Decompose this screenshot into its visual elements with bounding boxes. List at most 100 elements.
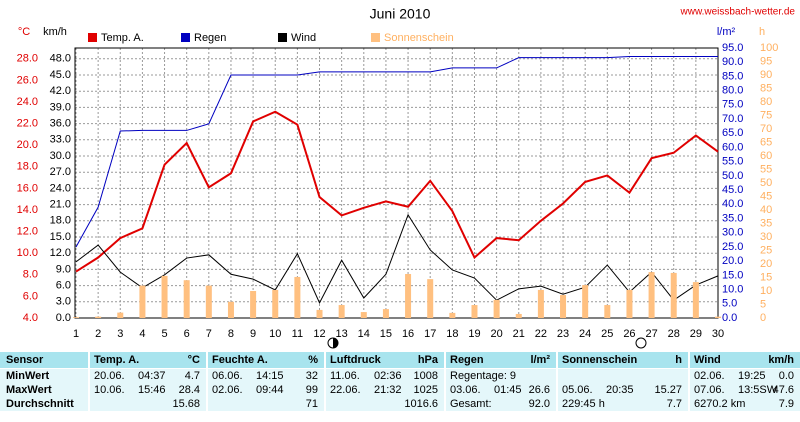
body-cell [90, 369, 206, 383]
y-tick-label: 14.0 [17, 204, 38, 216]
bar [272, 289, 279, 318]
cell-time: 19:25 [738, 370, 766, 382]
bar [626, 289, 633, 318]
body-cell [558, 369, 688, 383]
bar [537, 289, 544, 318]
body-cell [208, 397, 324, 411]
x-tick-label: 15 [380, 328, 392, 340]
body-cell [208, 383, 324, 397]
y-tick-label: 30 [760, 231, 772, 243]
cell-date: 02.06. [694, 370, 725, 382]
y-tick-label: 20.0 [17, 139, 38, 151]
x-tick-label: 17 [424, 328, 436, 340]
y-tick-label: 70.0 [722, 113, 743, 125]
y-tick-label: 4.0 [23, 312, 38, 324]
header-unit: hPa [417, 354, 438, 366]
bar [183, 280, 190, 318]
x-tick-label: 25 [601, 328, 613, 340]
x-tick-label: 29 [690, 328, 702, 340]
header-text: Regen [450, 354, 484, 366]
y-tick-label: 85.0 [722, 70, 743, 82]
cell-value: 7.9 [778, 398, 794, 410]
header-cell [326, 352, 444, 368]
row-label: MaxWert [6, 384, 52, 396]
cell-text: 1016.6 [404, 398, 438, 410]
bar [405, 273, 412, 318]
y-tick-label: 33.0 [50, 134, 71, 146]
y-tick-label: 30.0 [722, 227, 743, 239]
cell-date: 07.06. [694, 384, 725, 396]
cell-time: 09:44 [256, 384, 284, 396]
y-tick-label: 35.0 [722, 212, 743, 224]
legend-swatch [278, 33, 287, 42]
cell-value: 15.27 [654, 384, 682, 396]
row-label: MinWert [6, 370, 50, 382]
body-cell [690, 397, 800, 411]
y-tick-label: 75 [760, 109, 772, 121]
y-tick-label: 5 [760, 298, 766, 310]
y-tick-label: 16.0 [17, 182, 38, 194]
header-cell [90, 352, 206, 368]
y-tick-label: 60 [760, 150, 772, 162]
line [75, 213, 719, 305]
bar [582, 285, 589, 318]
x-tick-label: 10 [269, 328, 281, 340]
bar [560, 295, 567, 318]
y-tick-label: 85 [760, 82, 772, 94]
y-tick-label: 95 [760, 55, 772, 67]
bar [648, 272, 655, 318]
legend-label: Regen [194, 32, 226, 44]
y-tick-label: 45.0 [722, 184, 743, 196]
body-cell [90, 383, 206, 397]
bar [95, 316, 102, 318]
body-cell [690, 369, 800, 383]
cell-time: 14:15 [256, 370, 284, 382]
cell-date: 20.06. [94, 370, 125, 382]
x-tick-label: 24 [579, 328, 591, 340]
body-cell [446, 383, 556, 397]
bar [449, 312, 456, 318]
row-label: Durchschnitt [6, 398, 74, 410]
axis-label: km/h [43, 26, 67, 38]
y-tick-label: 90 [760, 69, 772, 81]
source: www.weissbach-wetter.de [680, 7, 796, 18]
header-text: Sonnenschein [562, 354, 638, 366]
cell-time: 21:32 [374, 384, 402, 396]
header-cell [690, 352, 800, 368]
y-tick-label: 6.0 [56, 280, 71, 292]
y-tick-label: 65 [760, 136, 772, 148]
bar [427, 279, 434, 318]
body-cell [0, 369, 88, 383]
y-tick-label: 80 [760, 96, 772, 108]
legend-label: Wind [291, 32, 316, 44]
x-tick-label: 7 [206, 328, 212, 340]
plot-frame [74, 47, 719, 319]
header-text: Feuchte A. [212, 354, 268, 366]
cell-date: 11.06. [330, 370, 360, 382]
body-cell [0, 397, 88, 411]
body-cell [446, 397, 556, 411]
cell-time: 13:5SW [738, 384, 778, 396]
legend-swatch [88, 33, 97, 42]
y-tick-label: 50.0 [722, 170, 743, 182]
cell-date: 03.06. [450, 384, 481, 396]
y-tick-label: 40 [760, 204, 772, 216]
y-tick-label: 50 [760, 177, 772, 189]
y-tick-label: 10.0 [722, 283, 743, 295]
cell-time: 20:35 [606, 384, 634, 396]
y-tick-label: 35 [760, 217, 772, 229]
y-tick-label: 10.0 [17, 247, 38, 259]
y-tick-label: 0.0 [722, 312, 737, 324]
x-tick-label: 28 [668, 328, 680, 340]
y-tick-label: 3.0 [56, 296, 71, 308]
axis-label: l/m² [717, 26, 736, 38]
y-tick-label: 65.0 [722, 127, 743, 139]
y-tick-label: 20.0 [722, 255, 743, 267]
y-tick-label: 27.0 [50, 166, 71, 178]
cell-text: 71 [305, 398, 318, 410]
bar [227, 301, 234, 318]
x-tick-label: 21 [513, 328, 525, 340]
body-cell [90, 397, 206, 411]
y-tick-label: 36.0 [50, 118, 71, 130]
